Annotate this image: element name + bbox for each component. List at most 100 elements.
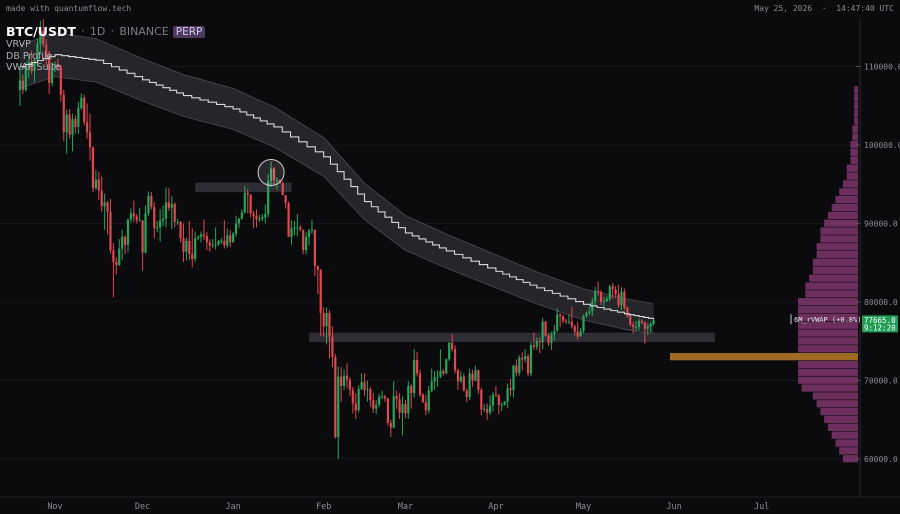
candle-body — [287, 203, 290, 237]
candle-body — [415, 360, 419, 374]
candle-body — [325, 312, 328, 327]
candle-body — [646, 326, 649, 329]
y-tick-label: 110000.0 — [864, 63, 900, 72]
timeframe-label[interactable]: 1D — [89, 25, 106, 38]
candle-body — [141, 220, 144, 253]
candle-body — [503, 401, 506, 405]
candle-body — [170, 203, 173, 208]
candle-body — [246, 192, 249, 195]
candle-body — [191, 254, 194, 259]
candle-body — [33, 60, 36, 72]
candle-body — [164, 202, 168, 219]
indicator-db-profile[interactable]: DB Profile — [6, 50, 53, 62]
candle-body — [378, 396, 381, 405]
candle-body — [515, 365, 518, 373]
candle-body — [649, 323, 652, 327]
candle-body — [553, 331, 556, 335]
volume-profile-bar — [839, 447, 858, 455]
countdown-text: 9:12:20 — [864, 323, 896, 332]
candle-body — [486, 408, 489, 413]
candle-body — [144, 213, 147, 253]
candle-body — [109, 211, 112, 251]
y-tick-label: 100000.0 — [864, 141, 900, 150]
candle-body — [208, 242, 211, 246]
candle-body — [255, 215, 258, 220]
candle-body — [310, 229, 314, 231]
candle-body — [524, 356, 527, 360]
candle-body — [389, 422, 392, 428]
indicator-vwap-suite[interactable]: VWAP Suite — [6, 62, 61, 73]
candle-body — [156, 227, 159, 229]
candle-body — [410, 385, 413, 394]
candle-body — [640, 320, 644, 323]
volume-profile-bar — [798, 305, 858, 314]
candle-body — [512, 365, 515, 390]
candle-body — [491, 394, 495, 406]
candle-body — [436, 376, 439, 378]
candle-body — [564, 320, 568, 322]
candle-body — [319, 269, 322, 313]
candle-body — [483, 408, 486, 410]
candle-body — [442, 371, 445, 374]
x-tick-label: Jun — [666, 502, 681, 512]
candle-body — [453, 349, 457, 371]
volume-profile-bar — [850, 148, 858, 157]
candle-body — [185, 240, 188, 252]
candle-body — [176, 221, 179, 223]
candle-body — [293, 227, 296, 229]
candle-body — [159, 220, 162, 228]
candle-body — [106, 202, 109, 212]
candle-body — [223, 240, 226, 246]
current-price-text: 77665.0 — [864, 316, 896, 325]
candle-body — [161, 218, 165, 221]
candle-body — [369, 389, 372, 401]
volume-profile-bar — [831, 431, 858, 439]
volume-profile-bar — [805, 290, 858, 298]
candle-body — [232, 233, 235, 243]
candle-body — [465, 390, 468, 397]
candle-body — [348, 379, 352, 390]
price-badge — [862, 315, 898, 333]
candle-body — [448, 342, 451, 360]
x-tick-label: Dec — [135, 502, 150, 512]
candle-body — [532, 345, 535, 347]
volume-profile-bar — [854, 117, 858, 125]
candle-body — [249, 194, 252, 214]
candle-body — [334, 356, 337, 438]
candle-body — [264, 214, 267, 218]
volume-profile-bar — [801, 384, 858, 392]
volume-profile-bar — [798, 337, 858, 345]
volume-profile-bar — [842, 455, 858, 463]
symbol-name[interactable]: BTC/USDT — [6, 24, 76, 39]
circle-marker-group — [257, 158, 285, 186]
candle-body — [550, 334, 553, 343]
volume-profile-bar — [798, 329, 858, 337]
candle-body — [229, 235, 232, 243]
candle-body — [632, 324, 635, 328]
candle-body — [392, 396, 395, 428]
candle-body — [147, 196, 150, 214]
candle-body — [556, 314, 559, 332]
candle-body — [307, 230, 311, 237]
candle-body — [468, 373, 471, 397]
candle-body — [611, 286, 614, 290]
candle-body — [331, 336, 334, 357]
candle-body — [480, 389, 483, 410]
chart-legend: BTC/USDT · 1D · BINANCE PERP VRVP DB Pro… — [6, 24, 206, 74]
indicator-vrvp[interactable]: VRVP — [6, 39, 31, 50]
candle-body — [103, 202, 106, 207]
candle-body — [439, 371, 442, 377]
candle-body — [77, 108, 80, 127]
volume-profile-bar — [816, 400, 858, 408]
candle-body — [620, 291, 623, 306]
candle-body — [150, 196, 153, 208]
contract-badge: PERP — [172, 25, 206, 38]
candle-body — [328, 312, 331, 337]
candles — [18, 19, 655, 459]
candle-body — [74, 119, 77, 127]
candle-body — [518, 357, 521, 373]
volume-profile-bar — [812, 258, 858, 267]
candle-body — [561, 316, 565, 321]
